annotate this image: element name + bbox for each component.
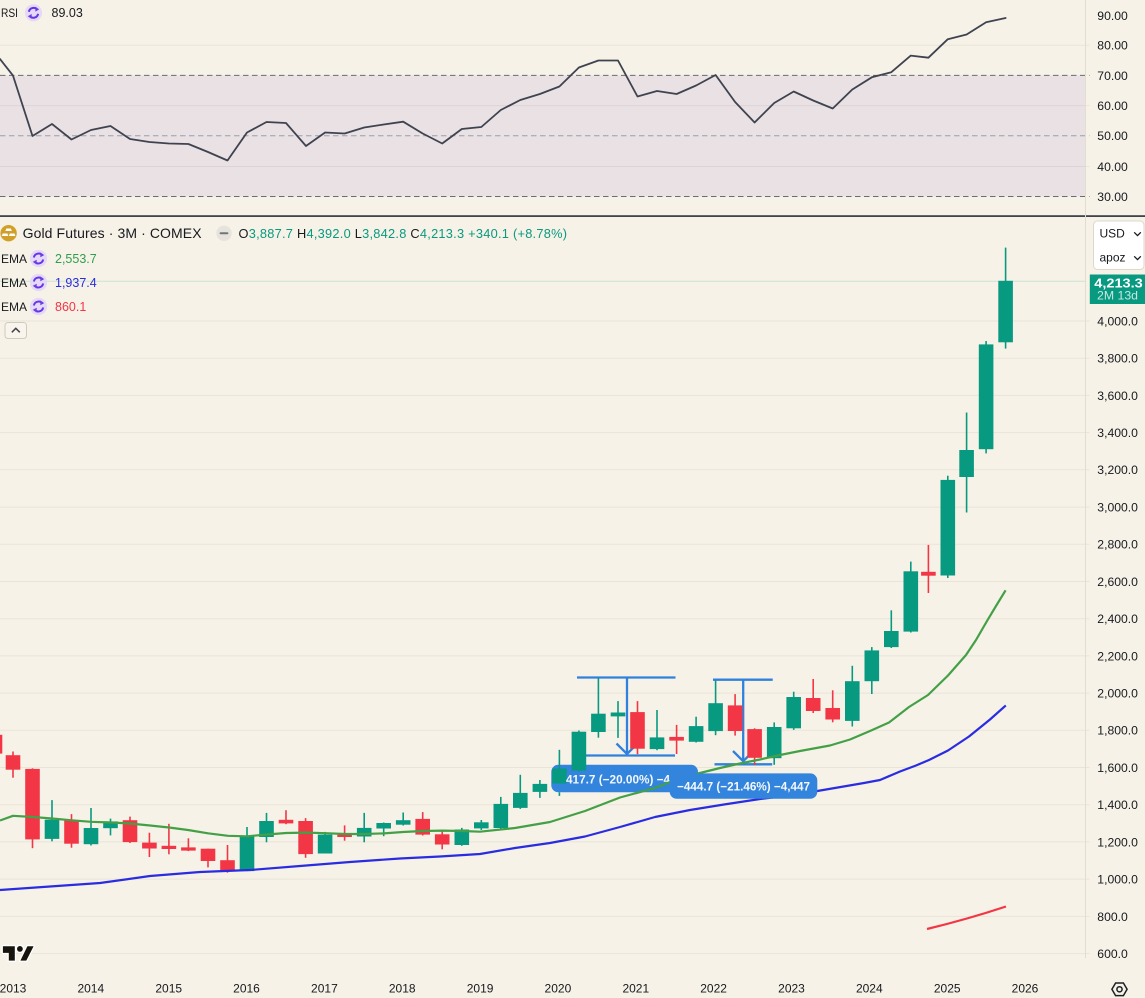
svg-text:800.0: 800.0: [1097, 910, 1128, 924]
svg-text:60.00: 60.00: [1097, 99, 1128, 113]
svg-text:80.00: 80.00: [1097, 39, 1128, 53]
svg-text:40.00: 40.00: [1097, 160, 1128, 174]
svg-text:2,600.0: 2,600.0: [1097, 575, 1138, 589]
svg-text:2025: 2025: [934, 982, 961, 996]
svg-text:1,200.0: 1,200.0: [1097, 835, 1138, 849]
svg-text:860.1: 860.1: [55, 300, 86, 314]
svg-text:EMA: EMA: [1, 276, 27, 290]
svg-text:2023: 2023: [778, 982, 805, 996]
svg-text:1,800.0: 1,800.0: [1097, 724, 1138, 738]
svg-text:1,600.0: 1,600.0: [1097, 761, 1138, 775]
svg-text:EMA: EMA: [1, 252, 27, 266]
svg-text:Gold Futures · 3M · COMEX: Gold Futures · 3M · COMEX: [23, 225, 203, 241]
svg-text:90.00: 90.00: [1097, 9, 1128, 23]
svg-text:2015: 2015: [155, 982, 182, 996]
svg-text:2017: 2017: [311, 982, 338, 996]
svg-text:2,400.0: 2,400.0: [1097, 612, 1138, 626]
svg-text:30.00: 30.00: [1097, 190, 1128, 204]
svg-text:2022: 2022: [700, 982, 727, 996]
svg-text:4,213.3: 4,213.3: [1094, 275, 1143, 290]
svg-text:3,400.0: 3,400.0: [1097, 426, 1138, 440]
svg-text:417.7 (−20.00%) −4,177: 417.7 (−20.00%) −4,177: [566, 772, 693, 786]
svg-text:2013: 2013: [0, 982, 27, 996]
svg-text:2,553.7: 2,553.7: [55, 252, 97, 266]
svg-text:apoz: apoz: [1100, 251, 1126, 265]
svg-text:4,000.0: 4,000.0: [1097, 314, 1138, 328]
svg-text:2024: 2024: [856, 982, 883, 996]
svg-text:2,000.0: 2,000.0: [1097, 687, 1138, 701]
svg-text:2020: 2020: [545, 982, 572, 996]
svg-text:−444.7 (−21.46%) −4,447: −444.7 (−21.46%) −4,447: [677, 780, 810, 794]
svg-text:70.00: 70.00: [1097, 69, 1128, 83]
svg-text:1,000.0: 1,000.0: [1097, 873, 1138, 887]
svg-text:EMA: EMA: [1, 300, 27, 314]
svg-text:600.0: 600.0: [1097, 947, 1128, 961]
svg-text:3,200.0: 3,200.0: [1097, 463, 1138, 477]
svg-text:2016: 2016: [233, 982, 260, 996]
svg-text:2,200.0: 2,200.0: [1097, 649, 1138, 663]
svg-text:2026: 2026: [1012, 982, 1039, 996]
svg-text:2014: 2014: [77, 982, 104, 996]
svg-text:2M 13d: 2M 13d: [1097, 289, 1138, 303]
svg-text:1,937.4: 1,937.4: [55, 276, 97, 290]
svg-text:2018: 2018: [389, 982, 416, 996]
svg-text:O3,887.7 H4,392.0 L3,842.8 C4,: O3,887.7 H4,392.0 L3,842.8 C4,213.3 +340…: [239, 226, 568, 241]
svg-text:2,800.0: 2,800.0: [1097, 538, 1138, 552]
svg-text:2019: 2019: [467, 982, 494, 996]
svg-text:3,000.0: 3,000.0: [1097, 500, 1138, 514]
svg-text:50.00: 50.00: [1097, 129, 1128, 143]
svg-text:3,600.0: 3,600.0: [1097, 389, 1138, 403]
svg-text:3,800.0: 3,800.0: [1097, 352, 1138, 366]
svg-text:RSI: RSI: [1, 6, 18, 20]
svg-text:USD: USD: [1100, 227, 1126, 241]
svg-text:1,400.0: 1,400.0: [1097, 798, 1138, 812]
svg-text:2021: 2021: [622, 982, 649, 996]
svg-text:89.03: 89.03: [52, 6, 83, 20]
